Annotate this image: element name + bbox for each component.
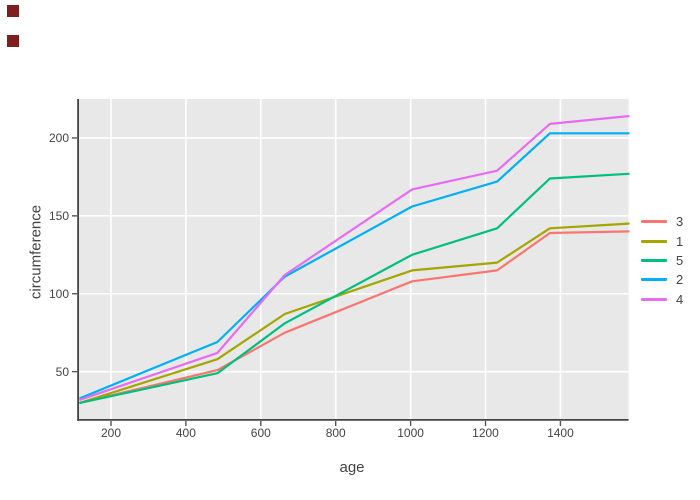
legend-label: 3: [676, 214, 684, 230]
x-tick-label: 1000: [397, 426, 424, 440]
y-tick-label: 50: [55, 364, 69, 379]
x-tick-label: 1200: [472, 426, 499, 440]
series-line-2[interactable]: [79, 132, 630, 400]
legend-label: 2: [676, 272, 684, 288]
x-tick-label: 800: [325, 426, 346, 440]
series-line-3[interactable]: [79, 230, 630, 404]
legend-swatch-icon: [641, 259, 667, 262]
plot-area-background[interactable]: [79, 99, 629, 419]
y-tick-label: 150: [48, 208, 69, 223]
legend-item-4[interactable]: 4: [641, 289, 683, 309]
y-tick-label: 200: [48, 130, 69, 145]
legend-item-3[interactable]: 3: [641, 212, 683, 232]
series-line-1[interactable]: [79, 222, 630, 404]
legend-label: 1: [676, 233, 684, 249]
x-tick-label: 600: [250, 426, 271, 440]
corner-marker-icon: [7, 35, 19, 47]
series-line-5[interactable]: [79, 172, 630, 404]
legend-label: 5: [676, 253, 684, 268]
x-tick-label: 200: [100, 426, 121, 440]
corner-marker-icon: [7, 5, 19, 17]
y-tick-label: 100: [48, 286, 69, 301]
legend-item-2[interactable]: 2: [641, 270, 683, 290]
legend-label: 4: [676, 291, 684, 307]
y-axis-title: circumference: [27, 204, 45, 300]
legend-item-5[interactable]: 5: [641, 251, 683, 271]
x-tick-label: 400: [175, 426, 196, 440]
legend-item-1[interactable]: 1: [641, 231, 683, 251]
legend-swatch-icon: [641, 220, 667, 224]
legend-swatch-icon: [641, 239, 667, 243]
legend-swatch-icon: [641, 278, 667, 282]
x-tick-label: 1400: [547, 426, 574, 440]
x-axis-title: age: [339, 459, 365, 476]
legend-swatch-icon: [641, 297, 667, 301]
series-line-4[interactable]: [79, 114, 630, 401]
